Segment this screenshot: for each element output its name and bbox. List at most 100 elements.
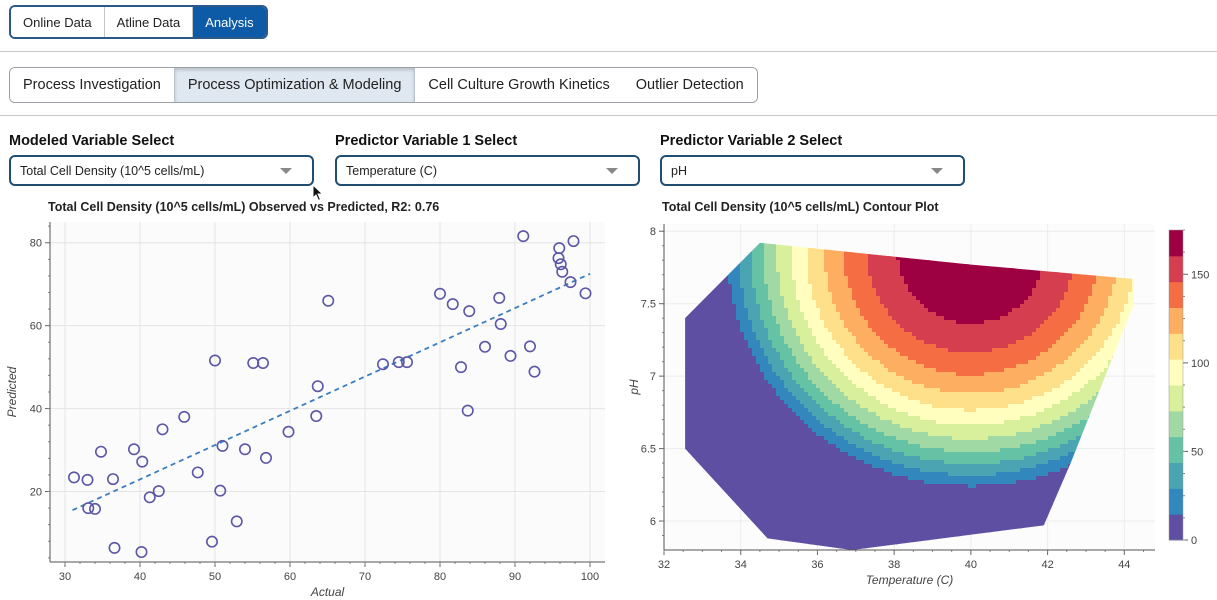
contour-cell <box>872 256 877 261</box>
contour-cell <box>736 436 741 441</box>
predictor-1-select[interactable]: Temperature (C) <box>335 155 640 186</box>
data-point <box>494 318 507 331</box>
tab-analysis[interactable]: Analysis <box>193 7 266 37</box>
contour-cell <box>836 352 841 357</box>
contour-cell <box>728 308 733 313</box>
contour-cell <box>896 392 901 397</box>
contour-cell <box>816 276 821 281</box>
contour-cell <box>800 400 805 405</box>
contour-cell <box>772 348 777 353</box>
contour-cell <box>688 336 693 341</box>
contour-cell <box>816 444 821 449</box>
modeled-variable-select[interactable]: Total Cell Density (10^5 cells/mL) <box>9 155 314 186</box>
contour-cell <box>844 376 849 381</box>
contour-cell <box>776 244 781 249</box>
contour-cell <box>796 332 801 337</box>
contour-cell <box>708 468 713 473</box>
contour-cell <box>808 456 813 461</box>
contour-cell <box>804 420 809 425</box>
tab-growth-kinetics[interactable]: Cell Culture Growth Kinetics <box>415 68 623 102</box>
contour-cell <box>744 264 749 269</box>
contour-cell <box>796 260 801 265</box>
contour-cell <box>796 308 801 313</box>
contour-cell <box>864 452 869 457</box>
contour-cell <box>760 440 765 445</box>
contour-cell <box>792 396 797 401</box>
contour-cell <box>700 404 705 409</box>
tab-atline-data[interactable]: Atline Data <box>104 7 194 37</box>
y-tick-label: 20 <box>30 487 42 499</box>
contour-cell <box>732 392 737 397</box>
contour-cell <box>836 424 841 429</box>
contour-cell <box>816 256 821 261</box>
tab-online-data[interactable]: Online Data <box>11 7 105 37</box>
contour-cell <box>696 364 701 369</box>
contour-cell <box>836 284 841 289</box>
contour-cell <box>880 480 885 485</box>
contour-cell <box>892 532 897 537</box>
contour-cell <box>708 360 713 365</box>
contour-cell <box>716 384 721 389</box>
contour-cell <box>860 468 865 473</box>
predictor-2-select[interactable]: pH <box>660 155 965 186</box>
contour-cell <box>820 472 825 477</box>
contour-cell <box>832 320 837 325</box>
contour-cell <box>780 328 785 333</box>
tab-process-optimization[interactable]: Process Optimization & Modeling <box>173 68 416 102</box>
contour-cell <box>816 304 821 309</box>
contour-cell <box>692 456 697 461</box>
contour-cell <box>792 324 797 329</box>
contour-cell <box>820 328 825 333</box>
contour-cell <box>760 260 765 265</box>
contour-cell <box>740 264 745 269</box>
contour-cell <box>784 248 789 253</box>
contour-cell <box>836 448 841 453</box>
contour-cell <box>696 448 701 453</box>
contour-cell <box>744 420 749 425</box>
contour-cell <box>856 416 861 421</box>
contour-cell <box>852 264 857 269</box>
contour-cell <box>700 312 705 317</box>
contour-cell <box>752 336 757 341</box>
contour-cell <box>776 248 781 253</box>
contour-cell <box>764 532 769 537</box>
contour-cell <box>760 332 765 337</box>
tab-outlier-detection[interactable]: Outlier Detection <box>622 68 757 102</box>
contour-cell <box>828 296 833 301</box>
contour-cell <box>736 440 741 445</box>
contour-cell <box>852 336 857 341</box>
contour-cell <box>768 396 773 401</box>
contour-cell <box>836 508 841 513</box>
contour-cell <box>840 404 845 409</box>
contour-cell <box>840 424 845 429</box>
contour-cell <box>856 408 861 413</box>
contour-cell <box>748 308 753 313</box>
contour-cell <box>856 412 861 417</box>
contour-cell <box>752 272 757 277</box>
contour-cell <box>760 364 765 369</box>
contour-cell <box>760 376 765 381</box>
contour-cell <box>788 536 793 541</box>
contour-cell <box>804 424 809 429</box>
contour-cell <box>800 436 805 441</box>
contour-cell <box>816 376 821 381</box>
tab-process-investigation[interactable]: Process Investigation <box>10 68 174 102</box>
contour-cell <box>776 416 781 421</box>
contour-cell <box>788 480 793 485</box>
contour-cell <box>756 444 761 449</box>
x-tick-label: 30 <box>59 571 71 583</box>
contour-cell <box>752 488 757 493</box>
contour-cell <box>868 308 873 313</box>
contour-cell <box>756 292 761 297</box>
contour-cell <box>880 276 885 281</box>
contour-cell <box>880 532 885 537</box>
contour-cell <box>716 432 721 437</box>
chevron-down-icon <box>280 168 292 174</box>
contour-cell <box>872 420 877 425</box>
contour-cell <box>688 356 693 361</box>
contour-cell <box>820 252 825 257</box>
contour-cell <box>880 512 885 517</box>
contour-cell <box>872 528 877 533</box>
